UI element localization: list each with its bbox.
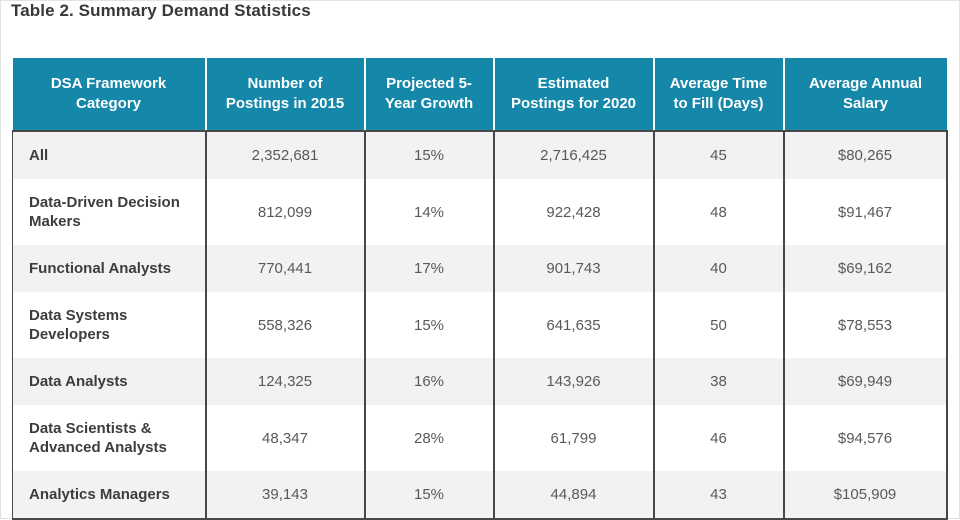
table-row-data-analysts: Data Analysts 124,325 16% 143,926 38 $69… (12, 358, 948, 405)
growth-cell: 17% (364, 245, 495, 292)
salary-cell: $69,162 (783, 245, 948, 292)
category-cell: Data Systems Developers (12, 292, 207, 358)
salary-cell: $80,265 (783, 131, 948, 179)
summary-demand-statistics-table: DSA Framework Category Number of Posting… (12, 58, 948, 520)
time-to-fill-cell: 48 (653, 179, 785, 245)
category-cell: Analytics Managers (12, 471, 207, 520)
growth-cell: 15% (364, 292, 495, 358)
postings-2020-cell: 61,799 (493, 405, 655, 471)
time-to-fill-cell: 43 (653, 471, 785, 520)
time-to-fill-cell: 46 (653, 405, 785, 471)
postings-2020-cell: 901,743 (493, 245, 655, 292)
postings-2015-cell: 2,352,681 (205, 131, 366, 179)
postings-2020-cell: 2,716,425 (493, 131, 655, 179)
salary-cell: $78,553 (783, 292, 948, 358)
category-cell: Data-Driven Decision Makers (12, 179, 207, 245)
table-row-functional-analysts: Functional Analysts 770,441 17% 901,743 … (12, 245, 948, 292)
col-header-postings-2015: Number of Postings in 2015 (205, 58, 366, 132)
postings-2015-cell: 39,143 (205, 471, 366, 520)
postings-2015-cell: 558,326 (205, 292, 366, 358)
salary-cell: $69,949 (783, 358, 948, 405)
header-row: DSA Framework Category Number of Posting… (12, 58, 947, 132)
salary-cell: $105,909 (783, 471, 948, 520)
growth-cell: 14% (364, 179, 495, 245)
category-cell: All (12, 131, 207, 179)
table-header: DSA Framework Category Number of Posting… (12, 58, 947, 132)
postings-2020-cell: 143,926 (493, 358, 655, 405)
table-title: Table 2. Summary Demand Statistics (11, 1, 311, 20)
table-row-data-driven-decision-makers: Data-Driven Decision Makers 812,099 14% … (12, 179, 948, 245)
col-header-projected-growth: Projected 5-Year Growth (364, 58, 495, 132)
col-header-dsa-framework-category: DSA Framework Category (12, 58, 207, 132)
postings-2015-cell: 770,441 (205, 245, 366, 292)
growth-cell: 28% (364, 405, 495, 471)
table-row-data-systems-developers: Data Systems Developers 558,326 15% 641,… (12, 292, 948, 358)
table-row-all: All 2,352,681 15% 2,716,425 45 $80,265 (12, 131, 948, 179)
category-cell: Data Analysts (12, 358, 207, 405)
postings-2020-cell: 922,428 (493, 179, 655, 245)
table-row-analytics-managers: Analytics Managers 39,143 15% 44,894 43 … (12, 471, 948, 520)
time-to-fill-cell: 50 (653, 292, 785, 358)
postings-2020-cell: 641,635 (493, 292, 655, 358)
salary-cell: $94,576 (783, 405, 948, 471)
postings-2015-cell: 812,099 (205, 179, 366, 245)
table-body: All 2,352,681 15% 2,716,425 45 $80,265 D… (12, 131, 948, 520)
table-row-data-scientists-advanced-analysts: Data Scientists & Advanced Analysts 48,3… (12, 405, 948, 471)
growth-cell: 15% (364, 471, 495, 520)
salary-cell: $91,467 (783, 179, 948, 245)
col-header-time-to-fill: Average Time to Fill (Days) (653, 58, 785, 132)
growth-cell: 15% (364, 131, 495, 179)
postings-2015-cell: 124,325 (205, 358, 366, 405)
time-to-fill-cell: 45 (653, 131, 785, 179)
category-cell: Functional Analysts (12, 245, 207, 292)
col-header-average-salary: Average Annual Salary (783, 58, 947, 132)
col-header-estimated-postings-2020: Estimated Postings for 2020 (493, 58, 655, 132)
category-cell: Data Scientists & Advanced Analysts (12, 405, 207, 471)
growth-cell: 16% (364, 358, 495, 405)
postings-2015-cell: 48,347 (205, 405, 366, 471)
time-to-fill-cell: 40 (653, 245, 785, 292)
time-to-fill-cell: 38 (653, 358, 785, 405)
postings-2020-cell: 44,894 (493, 471, 655, 520)
